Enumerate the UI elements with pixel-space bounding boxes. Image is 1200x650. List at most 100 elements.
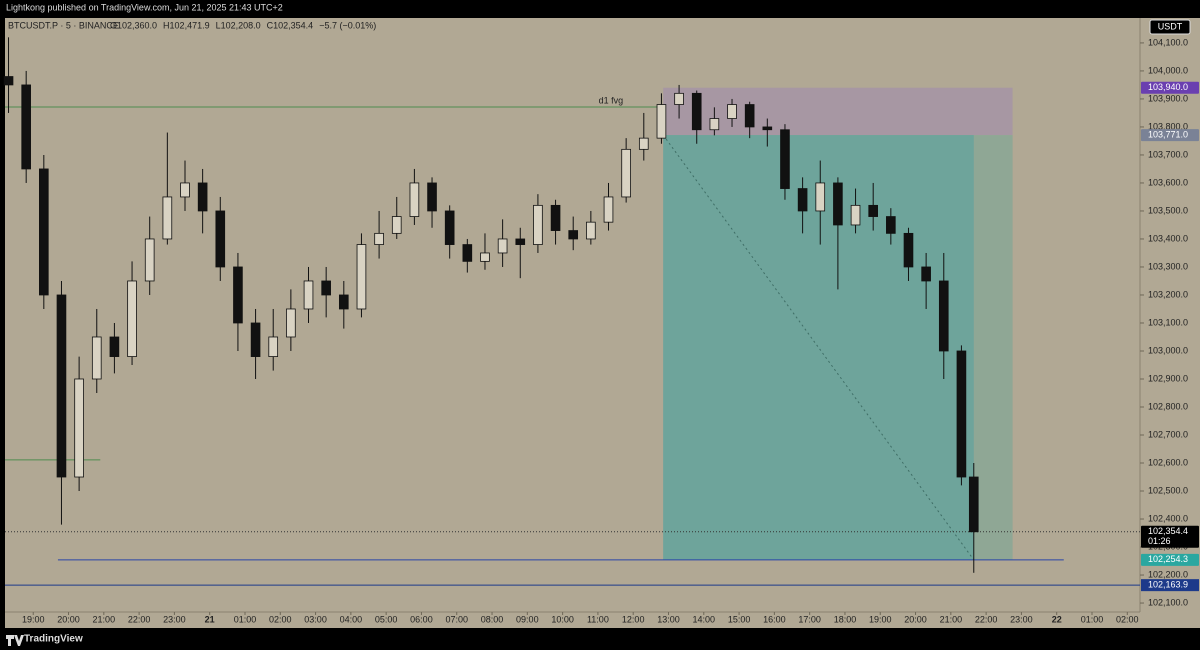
x-tick-label: 02:00 bbox=[269, 614, 292, 624]
candle-body bbox=[268, 336, 279, 357]
x-tick-label: 10:00 bbox=[551, 614, 574, 624]
price-label: 102,254.3 bbox=[1148, 554, 1188, 564]
candle-body bbox=[39, 168, 49, 296]
x-tick-label: 23:00 bbox=[163, 614, 186, 624]
candle-body bbox=[550, 204, 561, 231]
price-label-bg bbox=[1141, 553, 1199, 566]
chart-background bbox=[5, 18, 1200, 628]
candle-body bbox=[3, 76, 14, 86]
candle-body bbox=[709, 118, 720, 131]
x-tick-label: 20:00 bbox=[904, 614, 927, 624]
x-tick-label: 15:00 bbox=[728, 614, 751, 624]
candle-body bbox=[215, 210, 226, 268]
currency: USDT bbox=[1158, 21, 1183, 31]
candle-body bbox=[56, 294, 67, 478]
candle-body bbox=[674, 92, 684, 105]
last-price-label: 102,354.4 bbox=[1148, 526, 1188, 536]
candle-body bbox=[374, 232, 384, 245]
x-tick-label: 05:00 bbox=[375, 614, 398, 624]
x-tick-label: 02:00 bbox=[1116, 614, 1139, 624]
y-tick-label: 104,000.0 bbox=[1148, 65, 1188, 75]
candle-body bbox=[780, 129, 790, 189]
y-tick-label: 102,500.0 bbox=[1148, 485, 1188, 495]
candle-body bbox=[303, 280, 314, 310]
candle-body bbox=[109, 336, 120, 357]
candle-body bbox=[127, 280, 137, 357]
candle-body bbox=[180, 182, 190, 198]
candle-body bbox=[356, 244, 367, 310]
candle-body bbox=[656, 104, 667, 139]
x-tick-label: 22 bbox=[1052, 614, 1062, 624]
x-tick-label: 14:00 bbox=[693, 614, 716, 624]
candle-body bbox=[921, 266, 931, 282]
stop-zone bbox=[663, 87, 1013, 136]
x-tick-label: 12:00 bbox=[622, 614, 645, 624]
ohlc-value: H102,471.9 bbox=[163, 20, 210, 30]
candle-body bbox=[197, 182, 208, 212]
candle-body bbox=[91, 336, 102, 380]
y-tick-label: 103,800.0 bbox=[1148, 121, 1188, 131]
candle-body bbox=[850, 204, 861, 226]
candle-body bbox=[833, 182, 843, 226]
candle-body bbox=[797, 188, 808, 212]
y-tick-label: 103,100.0 bbox=[1148, 317, 1188, 327]
candle-body bbox=[162, 196, 173, 240]
x-tick-label: 07:00 bbox=[445, 614, 468, 624]
candle-body bbox=[74, 378, 84, 478]
candle-body bbox=[727, 104, 737, 119]
ohlc-value: C102,354.4 bbox=[267, 20, 314, 30]
logo-icon bbox=[6, 635, 24, 646]
x-tick-label: 21:00 bbox=[93, 614, 116, 624]
price-label-bg bbox=[1141, 129, 1199, 142]
symbol: BTCUSDT.P · 5 · BINANCE bbox=[8, 20, 119, 30]
candle-body bbox=[938, 280, 949, 352]
x-tick-label: 21 bbox=[205, 614, 215, 624]
x-tick-label: 20:00 bbox=[57, 614, 80, 624]
candle-body bbox=[515, 238, 526, 245]
candle-body bbox=[968, 476, 979, 533]
x-tick-label: 11:00 bbox=[587, 614, 609, 624]
candle-body bbox=[868, 204, 879, 217]
candle-body bbox=[903, 232, 914, 268]
y-tick-label: 103,400.0 bbox=[1148, 233, 1188, 243]
x-tick-label: 08:00 bbox=[481, 614, 504, 624]
candle-body bbox=[462, 244, 473, 262]
candle-body bbox=[568, 230, 579, 240]
candle-body bbox=[497, 238, 508, 254]
candle-body bbox=[338, 294, 349, 310]
x-tick-label: 21:00 bbox=[940, 614, 963, 624]
candle-body bbox=[691, 92, 702, 131]
candle-body bbox=[409, 182, 420, 217]
x-tick-label: 22:00 bbox=[128, 614, 151, 624]
candle-body bbox=[762, 126, 773, 131]
x-tick-label: 13:00 bbox=[657, 614, 680, 624]
x-tick-label: 09:00 bbox=[516, 614, 539, 624]
candle-body bbox=[444, 210, 455, 245]
candle-body bbox=[886, 216, 896, 234]
line-label: d1 fvg bbox=[599, 95, 624, 105]
y-tick-label: 102,200.0 bbox=[1148, 569, 1188, 579]
x-tick-label: 22:00 bbox=[975, 614, 998, 624]
price-label-bg bbox=[1141, 81, 1199, 94]
x-tick-label: 06:00 bbox=[410, 614, 433, 624]
y-tick-label: 104,100.0 bbox=[1148, 37, 1188, 47]
y-tick-label: 102,700.0 bbox=[1148, 429, 1188, 439]
y-tick-label: 103,000.0 bbox=[1148, 345, 1188, 355]
y-tick-label: 102,800.0 bbox=[1148, 401, 1188, 411]
candle-body bbox=[603, 196, 614, 223]
candle-body bbox=[621, 148, 631, 198]
x-tick-label: 19:00 bbox=[869, 614, 892, 624]
y-tick-label: 103,700.0 bbox=[1148, 149, 1188, 159]
candle-body bbox=[286, 308, 296, 338]
x-tick-label: 17:00 bbox=[798, 614, 821, 624]
y-tick-label: 103,200.0 bbox=[1148, 289, 1188, 299]
y-tick-label: 103,600.0 bbox=[1148, 177, 1188, 187]
price-label: 103,771.0 bbox=[1148, 129, 1188, 139]
candle-body bbox=[321, 280, 331, 296]
candle-body bbox=[480, 252, 490, 262]
candle-body bbox=[250, 322, 261, 357]
x-tick-label: 18:00 bbox=[834, 614, 857, 624]
candle-body bbox=[427, 182, 437, 212]
y-tick-label: 102,600.0 bbox=[1148, 457, 1188, 467]
